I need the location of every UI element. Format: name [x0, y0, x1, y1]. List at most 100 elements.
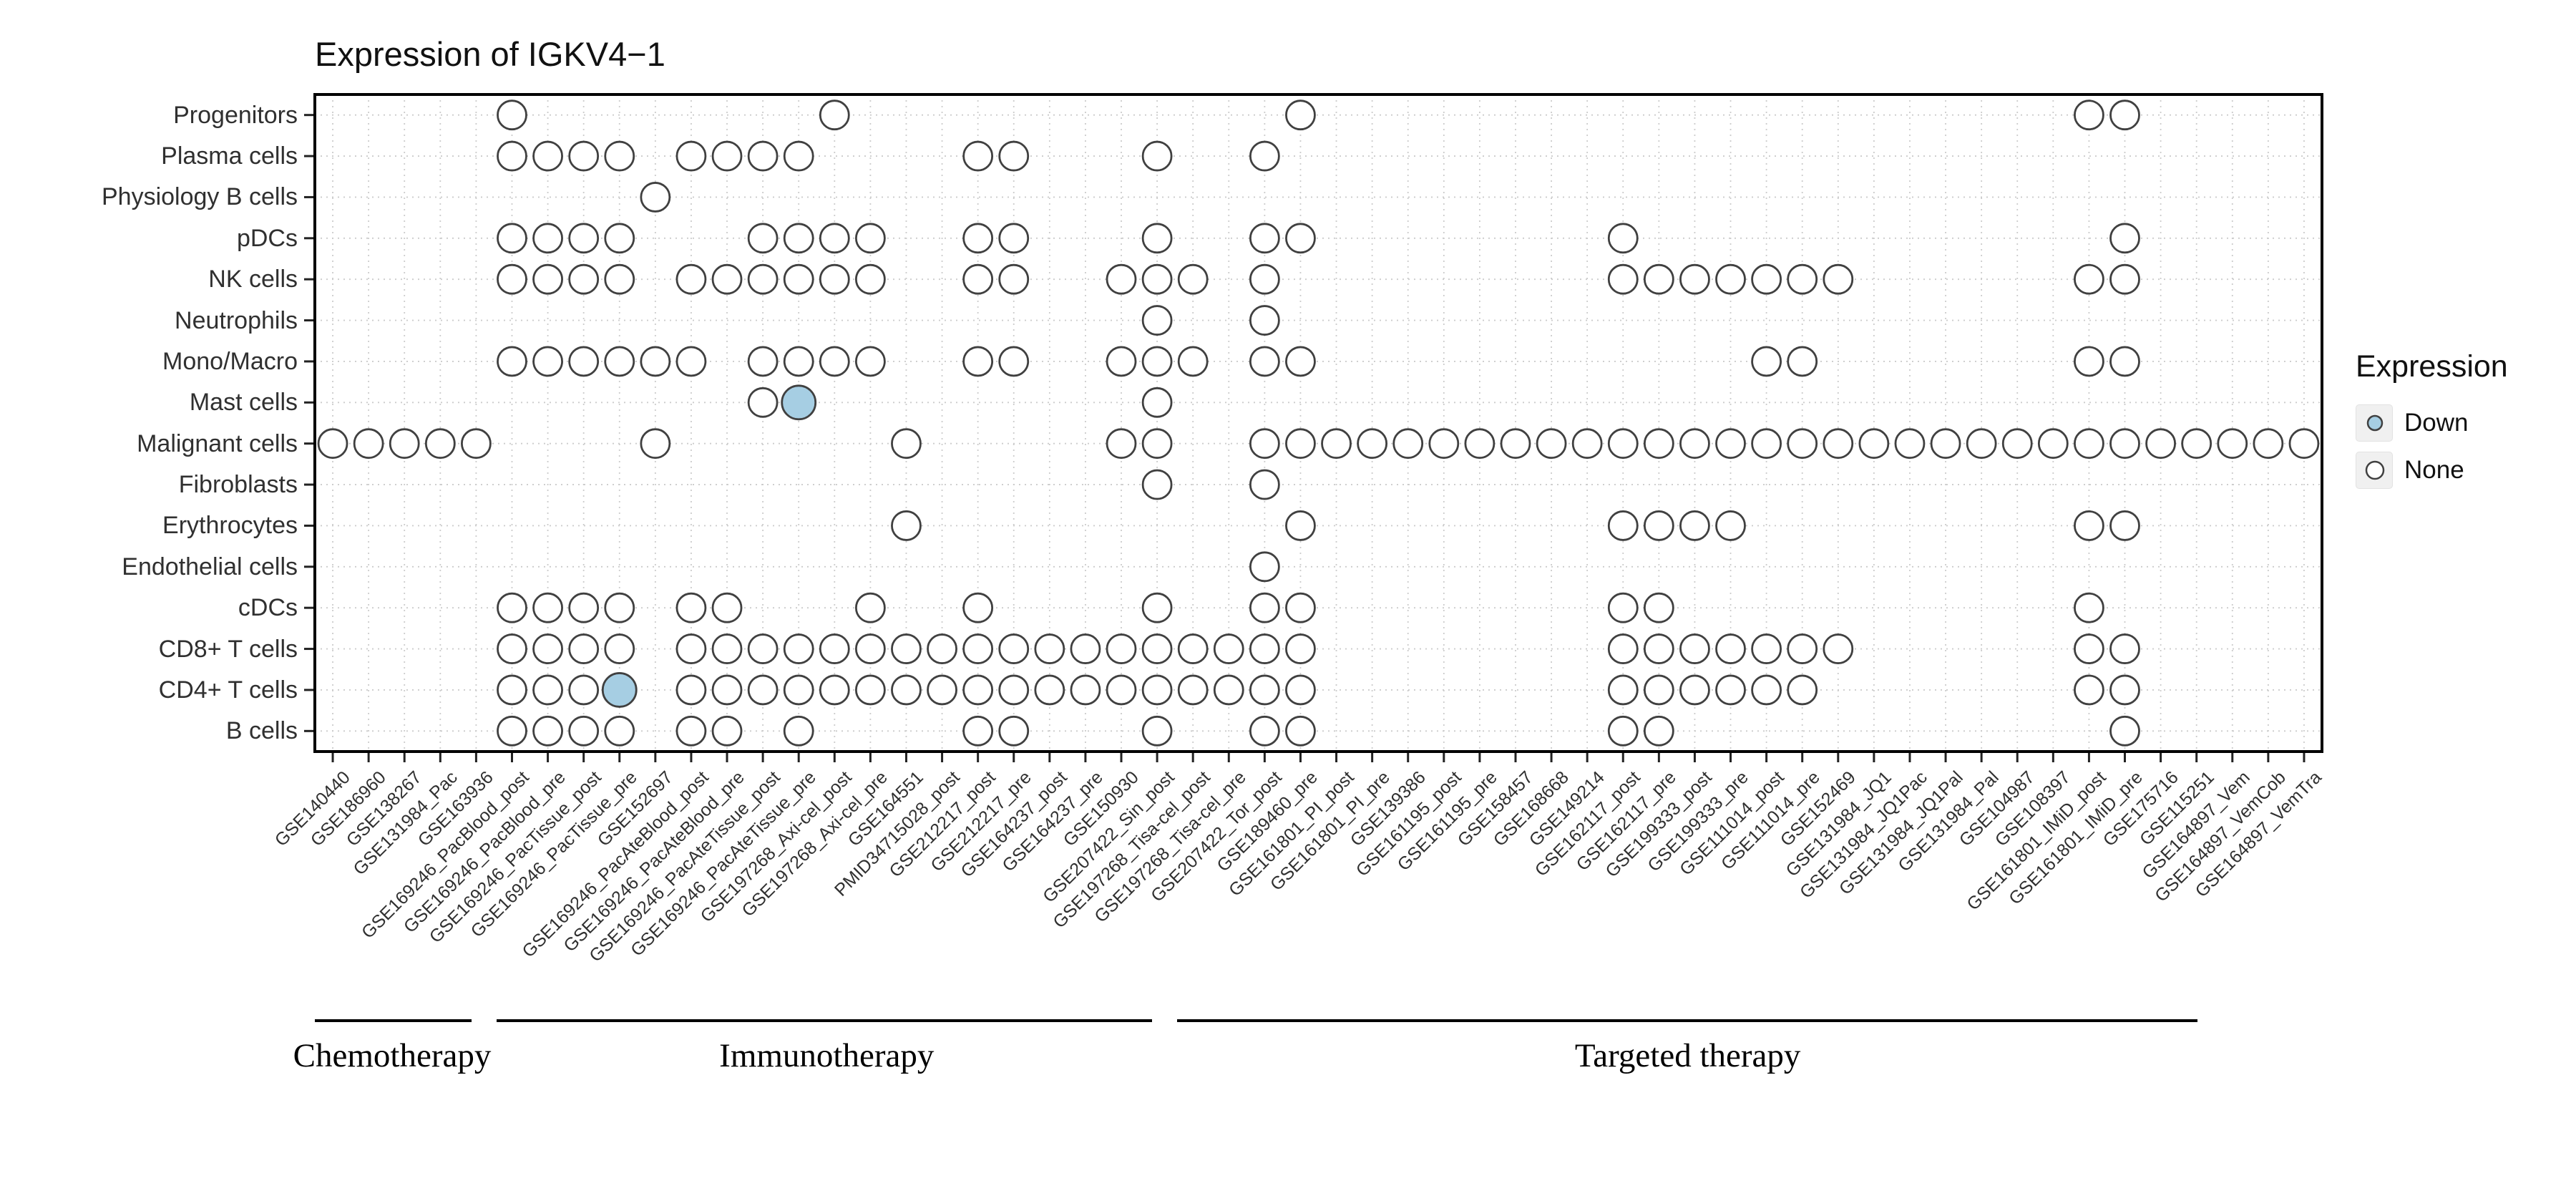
y-axis-label: Plasma cells	[161, 142, 298, 170]
expression-dot-none	[891, 633, 922, 664]
expression-dot-none	[962, 674, 994, 706]
expression-dot-none	[1787, 263, 1818, 295]
expression-dot-none	[711, 674, 743, 706]
expression-dot-none	[1607, 428, 1639, 460]
expression-dot-none	[1141, 715, 1173, 747]
expression-dot-none	[783, 633, 814, 664]
expression-dot-none	[891, 510, 922, 541]
expression-dot-none	[711, 633, 743, 664]
expression-dot-none	[1034, 674, 1065, 706]
expression-dot-none	[2109, 223, 2140, 254]
group-label: Targeted therapy	[1574, 1037, 1801, 1074]
expression-dot-none	[1643, 510, 1674, 541]
expression-dot-none	[532, 346, 563, 377]
expression-dot-none	[783, 223, 814, 254]
expression-dot-none	[998, 346, 1030, 377]
chart-title: Expression of IGKV4−1	[315, 35, 665, 73]
expression-dot-none	[532, 223, 563, 254]
expression-dot-none	[962, 346, 994, 377]
expression-dot-none	[927, 633, 957, 664]
expression-dot-none	[1643, 428, 1674, 460]
expression-dot-none	[783, 263, 814, 295]
expression-dot-none	[2109, 633, 2140, 664]
expression-dot-none	[891, 428, 922, 460]
expression-dot-none	[1141, 346, 1173, 377]
expression-dot-none	[461, 428, 492, 460]
expression-dot-none	[1249, 674, 1280, 706]
expression-dot-none	[1643, 674, 1674, 706]
expression-dot-none	[1643, 633, 1674, 664]
expression-dot-none	[2109, 428, 2140, 460]
y-axis-label: Physiology B cells	[101, 183, 298, 211]
expression-dot-none	[998, 715, 1030, 747]
expression-dot-none	[998, 223, 1030, 254]
expression-dot-none	[1285, 510, 1316, 541]
expression-dot-none	[1643, 263, 1674, 295]
expression-dot-none	[640, 182, 671, 213]
expression-dot-none	[1249, 428, 1280, 460]
expression-dot-none	[2037, 428, 2069, 460]
expression-dot-none	[497, 592, 527, 623]
expression-dot-none	[532, 140, 563, 172]
expression-dot-none	[497, 140, 527, 172]
expression-dot-none	[1141, 469, 1173, 500]
expression-dot-none	[568, 592, 600, 623]
expression-dot-none	[962, 140, 994, 172]
expression-dot-none	[2109, 346, 2140, 377]
expression-dot-none	[2109, 263, 2140, 295]
expression-dot-none	[1249, 263, 1280, 295]
expression-dot-none	[1321, 428, 1352, 460]
expression-dot-none	[854, 346, 886, 377]
expression-dot-none	[2181, 428, 2212, 460]
y-axis-label: CD4+ T cells	[158, 676, 298, 704]
expression-dot-none	[783, 674, 814, 706]
expression-dot-none	[1787, 633, 1818, 664]
expression-dot-none	[1715, 674, 1746, 706]
y-axis-label: Mast cells	[189, 389, 298, 417]
expression-dot-none	[819, 263, 850, 295]
legend-item-none: None	[2356, 452, 2508, 489]
expression-dot-none	[1141, 592, 1173, 623]
expression-dot-none	[1285, 99, 1316, 131]
expression-dot-none	[1285, 223, 1316, 254]
expression-dot-none	[1141, 305, 1173, 336]
expression-dot-none	[854, 633, 886, 664]
expression-dot-none	[1249, 633, 1280, 664]
y-axis-label: NK cells	[208, 266, 298, 293]
expression-dot-none	[1285, 592, 1316, 623]
expression-dot-none	[1177, 346, 1209, 377]
none-dot-icon	[2356, 452, 2393, 489]
expression-dot-none	[1679, 263, 1710, 295]
expression-dot-none	[854, 223, 886, 254]
expression-dot-none	[819, 346, 850, 377]
expression-dot-none	[747, 263, 779, 295]
expression-dot-down	[601, 672, 638, 708]
expression-dot-none	[1679, 510, 1710, 541]
expression-dot-none	[568, 346, 600, 377]
expression-dot-none	[747, 346, 779, 377]
expression-dot-none	[1249, 715, 1280, 747]
expression-dot-none	[604, 346, 635, 377]
expression-dot-none	[1858, 428, 1890, 460]
expression-dot-none	[962, 263, 994, 295]
expression-dot-none	[962, 592, 994, 623]
expression-dot-none	[1751, 428, 1782, 460]
expression-dot-none	[747, 223, 779, 254]
expression-dot-none	[1070, 633, 1101, 664]
expression-dot-none	[1249, 140, 1280, 172]
expression-dot-none	[2074, 99, 2104, 131]
expression-dot-none	[497, 674, 527, 706]
expression-dot-none	[2074, 592, 2104, 623]
expression-dot-none	[1177, 633, 1209, 664]
expression-dot-none	[1141, 223, 1173, 254]
expression-dot-none	[962, 715, 994, 747]
expression-dot-none	[497, 99, 527, 131]
y-axis-label: Progenitors	[173, 101, 298, 129]
expression-dot-none	[2145, 428, 2176, 460]
expression-dot-none	[532, 592, 563, 623]
expression-dot-none	[568, 715, 600, 747]
expression-dot-none	[1141, 140, 1173, 172]
expression-dot-none	[497, 715, 527, 747]
expression-dot-none	[747, 387, 779, 418]
legend-item-down: Down	[2356, 404, 2508, 442]
